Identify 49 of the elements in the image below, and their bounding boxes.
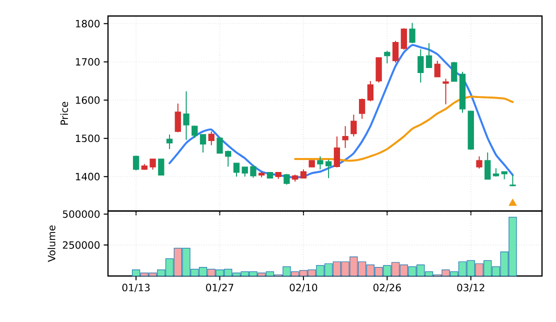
y-tick-label: 1400	[76, 172, 100, 180]
candlestick	[384, 50, 390, 64]
x-tick-label: 02/10	[290, 284, 318, 292]
candlestick	[242, 166, 248, 178]
candlestick	[426, 42, 432, 68]
candlestick	[334, 136, 340, 168]
y-tick-label: 1600	[76, 96, 100, 104]
candlestick	[409, 22, 416, 44]
candlestick	[183, 90, 190, 140]
candlestick	[317, 156, 324, 170]
candlestick	[158, 158, 164, 176]
x-tick-label: 01/13	[122, 284, 150, 292]
candlestick	[376, 57, 382, 84]
y-tick-label: 1700	[76, 58, 100, 66]
candlestick	[174, 103, 181, 133]
candlestick	[358, 98, 366, 120]
candlestick	[367, 80, 374, 102]
x-tick-label: 02/26	[373, 284, 401, 292]
candlestick	[132, 155, 140, 171]
candlestick	[233, 162, 240, 178]
y-axis-title: Volume	[48, 225, 56, 262]
candlestick	[192, 125, 198, 138]
candlestick	[434, 60, 440, 78]
y-tick-label: 1800	[76, 20, 100, 28]
candlestick	[342, 126, 348, 148]
line-series	[168, 44, 514, 178]
x-tick-label: 01/27	[206, 284, 234, 292]
y-axis-title: Price	[60, 102, 68, 125]
candlestick	[166, 134, 173, 150]
candlestick	[250, 164, 256, 178]
candlestick	[284, 173, 290, 186]
candlestick	[418, 48, 424, 84]
candlestick	[484, 152, 491, 180]
candlestick	[150, 158, 156, 170]
y-tick-label: 1500	[76, 134, 100, 142]
x-tick-label: 03/12	[457, 284, 484, 292]
candlestick	[476, 156, 482, 170]
candlestick	[400, 28, 407, 50]
candlestick	[216, 138, 223, 154]
candlestick	[225, 150, 232, 168]
candlestick	[451, 61, 458, 82]
candlestick	[392, 40, 399, 64]
candlestick	[208, 130, 214, 146]
candlestick	[350, 114, 357, 137]
y-tick-label: 500000	[62, 210, 100, 218]
candlestick	[200, 134, 206, 153]
y-tick-label: 250000	[62, 241, 100, 249]
candlestick	[442, 78, 449, 105]
candlestick	[325, 159, 332, 179]
